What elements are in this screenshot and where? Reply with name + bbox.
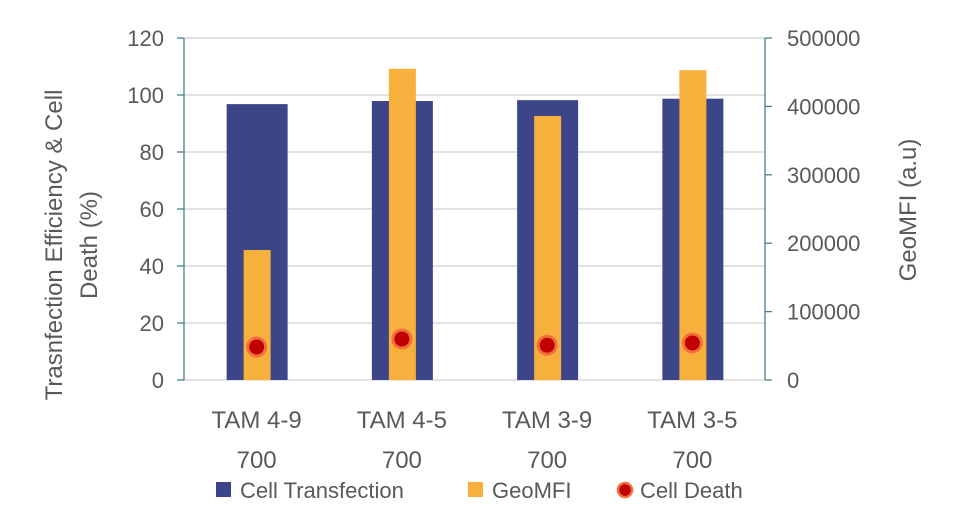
legend-label: Cell Death	[640, 478, 743, 503]
y2-tick-label: 200000	[787, 231, 860, 256]
category-label: TAM 4-5	[357, 407, 447, 434]
legend-swatch-geomfi	[468, 482, 483, 497]
category-label: TAM 4-9	[212, 407, 302, 434]
point-cell-death	[391, 328, 413, 350]
y2-tick-label: 400000	[787, 94, 860, 119]
y-tick-label: 40	[140, 254, 164, 279]
y-tick-label: 0	[152, 368, 164, 393]
legend-swatch-cell-transfection	[216, 482, 231, 497]
bar-geomfi	[679, 70, 707, 380]
category-label: 700	[382, 447, 422, 474]
bars	[226, 68, 724, 381]
y2-tick-label: 100000	[787, 300, 860, 325]
y-tick-label: 120	[127, 26, 164, 51]
category-label: 700	[237, 447, 277, 474]
category-label: TAM 3-5	[647, 407, 737, 434]
legend: Cell Transfection GeoMFI Cell Death	[216, 478, 743, 503]
axes: 0 20 40 60 80 100 120 0 100000 200000 300000 400000…	[127, 26, 860, 474]
y-tick-label: 20	[140, 311, 164, 336]
point-cell-death	[536, 334, 558, 356]
point-cell-death	[246, 336, 268, 358]
category-label: 700	[527, 447, 567, 474]
legend-swatch-cell-death	[616, 481, 634, 499]
y-tick-label: 60	[140, 197, 164, 222]
y2-tick-label: 300000	[787, 163, 860, 188]
y2-tick-label: 500000	[787, 26, 860, 51]
category-label: TAM 3-9	[502, 407, 592, 434]
category-label: 700	[672, 447, 712, 474]
legend-label: Cell Transfection	[240, 478, 404, 503]
y-tick-label: 100	[127, 83, 164, 108]
y2-axis-title: GeoMFI (a.u)	[895, 139, 922, 282]
bar-geomfi	[243, 250, 271, 380]
bar-geomfi	[388, 68, 416, 380]
legend-label: GeoMFI	[492, 478, 571, 503]
y-axis-title-line2: Death (%)	[76, 191, 103, 299]
y-axis-title-line1: Trasnfection Efficiency & Cell	[41, 90, 68, 401]
y-tick-label: 80	[140, 140, 164, 165]
point-cell-death	[681, 332, 703, 354]
y2-tick-label: 0	[787, 368, 799, 393]
